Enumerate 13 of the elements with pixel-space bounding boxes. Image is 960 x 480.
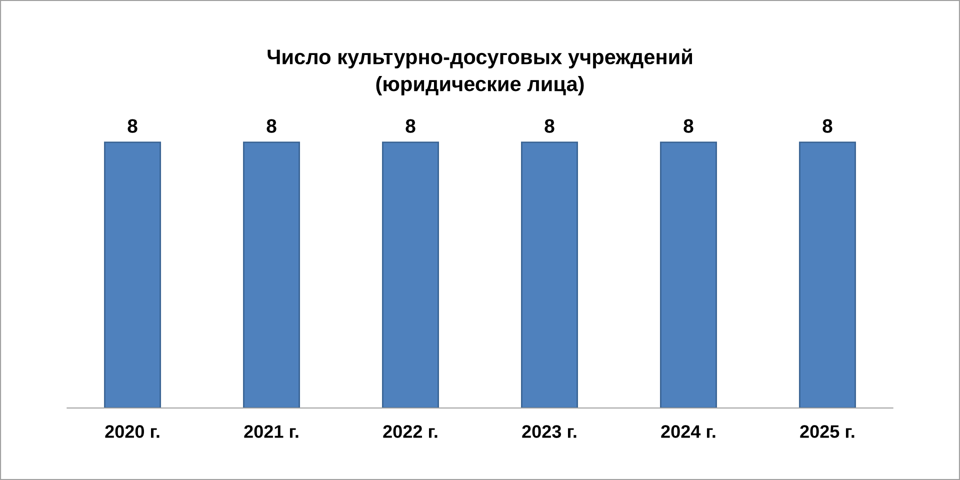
x-tick-label: 2020 г.: [105, 425, 160, 438]
x-tick-label: 2024 г.: [661, 425, 716, 438]
x-tick-label: 2023 г.: [522, 425, 576, 438]
data-label: 8: [406, 119, 416, 133]
x-tick-label: 2025 г.: [800, 425, 854, 438]
data-label: 8: [684, 119, 694, 133]
x-tick-label: 2021 г.: [244, 425, 298, 438]
chart-title: Число культурно-досуговых учреждений (юридические лица): [268, 48, 692, 96]
data-label: 8: [128, 119, 138, 133]
x-tick-label: 2022 г.: [383, 425, 438, 438]
data-label: 8: [266, 119, 276, 133]
data-label: 8: [822, 119, 832, 133]
data-label: 8: [544, 119, 554, 133]
